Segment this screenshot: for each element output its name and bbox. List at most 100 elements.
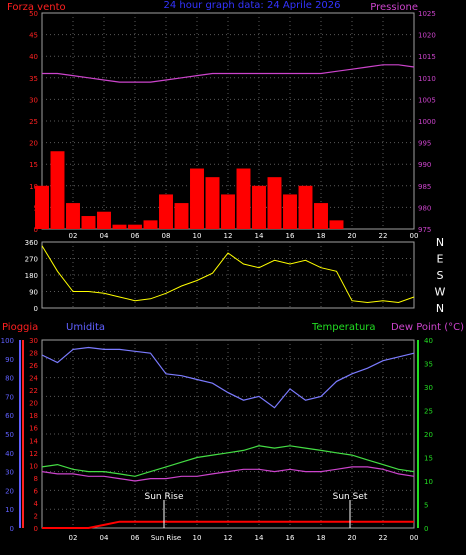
wind-speed-bar [35, 185, 49, 229]
wind-speed-bar [283, 194, 297, 229]
compass-letter: E [437, 253, 444, 266]
wind-speed-bar [97, 211, 111, 229]
direction-tick-label: 270 [25, 256, 38, 264]
wind-speed-tick-label: 15 [29, 161, 38, 169]
humidity-series-line [41, 346, 415, 409]
hour-tick-label: 06 [131, 534, 140, 542]
temperature-tick-label: 20 [424, 431, 433, 439]
pressure-tick-label: 975 [418, 226, 431, 234]
pressure-tick-label: 1015 [418, 53, 436, 61]
hour-tick-label: 08 [162, 232, 171, 240]
humidity-tick-label: 30 [5, 469, 14, 477]
compass-letter: W [435, 286, 446, 299]
rain-tick-label: 14 [29, 437, 38, 445]
humidity-tick-label: 80 [5, 375, 14, 383]
hour-tick-label: 04 [100, 534, 109, 542]
hour-tick-label: 20 [348, 232, 357, 240]
wind-speed-bar [267, 177, 282, 229]
rain-tick-label: 16 [29, 425, 38, 433]
wind-speed-tick-label: 0 [34, 226, 38, 234]
hour-tick-label: 10 [193, 534, 202, 542]
wind-speed-bar [190, 168, 204, 229]
pressure-tick-label: 1025 [418, 10, 436, 18]
wind-speed-bar [221, 194, 235, 229]
hour-tick-label: 18 [317, 534, 326, 542]
panel1-hour-labels: 02 04 06 08 10 12 14 16 18 20 22 00 [69, 232, 419, 240]
wind-speed-bar [81, 216, 96, 229]
humidity-tick-label: 0 [10, 525, 14, 533]
wind-speed-tick-label: 20 [29, 140, 38, 148]
humidity-tick-label: 20 [5, 487, 14, 495]
compass-letter: S [437, 269, 444, 282]
wind-speed-bar [236, 168, 251, 229]
rain-tick-label: 6 [34, 487, 39, 495]
hour-tick-label: 14 [255, 534, 264, 542]
wind-speed-tick-label: 25 [29, 118, 38, 126]
wind-speed-bar [298, 185, 313, 229]
humidity-tick-label: 40 [5, 450, 14, 458]
wind-pressure-panel: 05101520253035404550 9759809859909951000… [7, 0, 436, 240]
hour-tick-label: 16 [286, 534, 295, 542]
rain-tick-label: 28 [29, 350, 38, 358]
rain-tick-label: 0 [34, 525, 38, 533]
rain-tick-label: 2 [34, 512, 38, 520]
hour-tick-label: 16 [286, 232, 295, 240]
hour-tick-label: 18 [317, 232, 326, 240]
wind-speed-bar [314, 203, 328, 229]
rain-tick-label: 10 [29, 462, 38, 470]
pressure-tick-label: 990 [418, 161, 431, 169]
temperature-tick-label: 5 [424, 502, 428, 510]
wind-speed-tick-label: 40 [29, 53, 38, 61]
rain-tick-label: 18 [29, 412, 38, 420]
humidity-tick-label: 90 [5, 356, 14, 364]
hour-tick-label: 02 [69, 232, 78, 240]
humidity-tick-label: 60 [5, 412, 14, 420]
temperature-tick-label: 15 [424, 455, 433, 463]
rain-tick-label: 4 [34, 500, 39, 508]
hour-tick-label: 22 [379, 232, 388, 240]
humidity-tick-label: 100 [1, 337, 14, 345]
pressure-tick-label: 1010 [418, 75, 436, 83]
temperature-tick-label: 0 [424, 525, 428, 533]
humidity-ticks: 0 10 20 30 40 50 60 70 80 90 100 [1, 337, 14, 533]
rain-tick-label: 22 [29, 387, 38, 395]
compass-letter: N [436, 302, 444, 315]
panel3-grid [42, 340, 414, 528]
wind-speed-bar [159, 194, 173, 229]
sunset-label: Sun Set [333, 492, 368, 502]
wind-speed-tick-label: 45 [29, 32, 38, 40]
dew-point-label: Dew Point (°C) [391, 322, 464, 333]
pressure-tick-label: 980 [418, 204, 431, 212]
wind-direction-series-line [41, 245, 415, 304]
hour-tick-label: 12 [224, 534, 233, 542]
pressure-tick-label: 985 [418, 183, 431, 191]
wind-speed-bar [252, 185, 266, 229]
wind-speed-bar [112, 224, 127, 229]
wind-speed-tick-label: 50 [29, 10, 38, 18]
hour-tick-label: 02 [69, 534, 78, 542]
wind-speed-bar [205, 177, 220, 229]
dew-point-series-line [41, 466, 415, 482]
rain-tick-label: 8 [34, 475, 38, 483]
pressure-series-line [42, 64, 415, 83]
pressure-tick-label: 1000 [418, 118, 436, 126]
temperature-ticks: 0 5 10 15 20 25 30 35 40 [424, 337, 433, 533]
wind-speed-bar [128, 224, 142, 229]
wind-speed-bar [329, 220, 344, 229]
hour-tick-label: 06 [131, 232, 140, 240]
wind-speed-bar [143, 220, 158, 229]
hour-tick-label: Sun Rise [151, 534, 181, 542]
direction-tick-label: 0 [34, 305, 38, 313]
humidity-tick-label: 10 [5, 506, 14, 514]
rain-tick-label: 26 [29, 362, 38, 370]
temperature-tick-label: 10 [424, 478, 433, 486]
wind-speed-tick-label: 35 [29, 75, 38, 83]
hour-tick-label: 00 [410, 232, 419, 240]
rain-tick-label: 12 [29, 450, 38, 458]
temperature-tick-label: 25 [424, 408, 433, 416]
hour-tick-label: 14 [255, 232, 264, 240]
humidity-tick-label: 70 [5, 393, 14, 401]
sunrise-label: Sun Rise [145, 492, 184, 502]
rain-tick-label: 20 [29, 400, 38, 408]
